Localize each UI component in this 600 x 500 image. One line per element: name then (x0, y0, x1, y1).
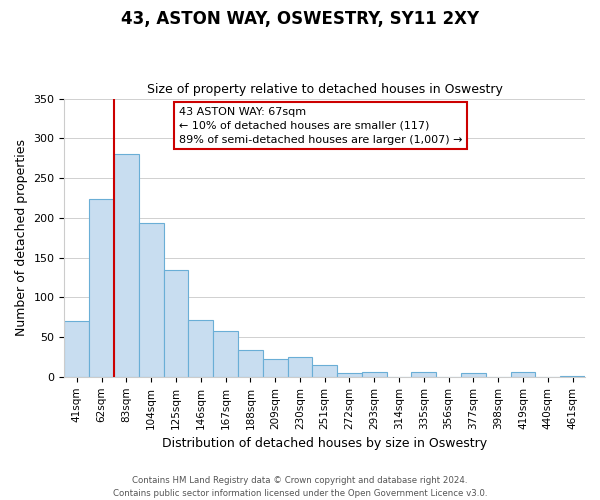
Bar (238, 350, 263, 377)
Title: Size of property relative to detached houses in Oswestry: Size of property relative to detached ho… (147, 83, 503, 96)
Bar (511, 372, 535, 377)
Bar (461, 373, 486, 377)
Bar (213, 330, 238, 377)
Text: Contains HM Land Registry data © Crown copyright and database right 2024.
Contai: Contains HM Land Registry data © Crown c… (113, 476, 487, 498)
Bar (64, 321, 89, 377)
Bar (164, 270, 188, 377)
Y-axis label: Number of detached properties: Number of detached properties (15, 139, 28, 336)
Bar (89, 198, 114, 377)
Bar (313, 365, 337, 377)
Bar (412, 372, 436, 377)
Bar (114, 154, 139, 377)
Text: 43, ASTON WAY, OSWESTRY, SY11 2XY: 43, ASTON WAY, OSWESTRY, SY11 2XY (121, 10, 479, 28)
Bar (139, 222, 164, 377)
Bar (188, 320, 213, 377)
Bar (362, 372, 386, 377)
Bar (560, 376, 585, 377)
Bar (263, 358, 287, 377)
Bar (337, 373, 362, 377)
Text: 43 ASTON WAY: 67sqm
← 10% of detached houses are smaller (117)
89% of semi-detac: 43 ASTON WAY: 67sqm ← 10% of detached ho… (179, 107, 463, 145)
X-axis label: Distribution of detached houses by size in Oswestry: Distribution of detached houses by size … (162, 437, 487, 450)
Bar (287, 357, 313, 377)
